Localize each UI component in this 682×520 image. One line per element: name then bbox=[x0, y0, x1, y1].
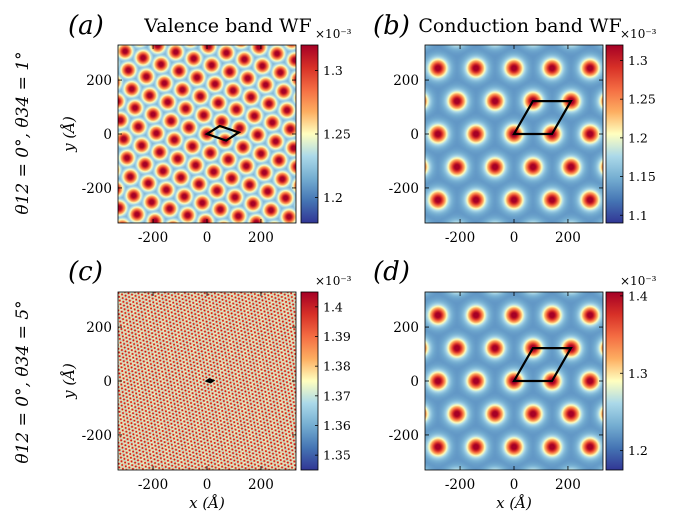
panel-c: (c) -200 0 200 200 0 -200 y (Å) x (Å) 1.35 1.36 1.3… bbox=[60, 257, 352, 512]
panel-letter: (b) bbox=[373, 11, 410, 41]
colorbar-tick-label: 1.37 bbox=[323, 388, 351, 403]
y-tick-label: 200 bbox=[86, 73, 112, 89]
x-tick-label: 200 bbox=[248, 230, 274, 246]
x-tick-label: -200 bbox=[138, 230, 168, 246]
colorbar bbox=[605, 291, 624, 471]
x-axis-label: x (Å) bbox=[189, 494, 225, 512]
x-tick-label: 200 bbox=[555, 230, 581, 246]
x-tick-label: -200 bbox=[445, 477, 475, 493]
colorbar-multiplier: ×10⁻³ bbox=[315, 27, 352, 41]
x-tick-label: 0 bbox=[203, 477, 212, 493]
x-tick-label: 200 bbox=[555, 477, 581, 493]
y-tick-label: -200 bbox=[82, 428, 112, 444]
panel-letter: (c) bbox=[68, 257, 103, 287]
y-axis-label: y (Å) bbox=[60, 116, 78, 153]
x-tick-label: 0 bbox=[510, 230, 519, 246]
colorbar-tick-label: 1.35 bbox=[323, 448, 351, 463]
y-tick-label: 200 bbox=[393, 320, 419, 336]
y-tick-label: 0 bbox=[103, 127, 112, 143]
colorbar-tick-label: 1.36 bbox=[323, 418, 351, 433]
x-axis-label: x (Å) bbox=[496, 494, 532, 512]
colorbar-multiplier: ×10⁻³ bbox=[620, 27, 657, 41]
panel-b: (b) -200 0 200 200 0 -200 1.1 1.15 1.2 1.25 1.3 ×10⁻… bbox=[373, 11, 657, 246]
y-tick-label: 200 bbox=[86, 320, 112, 336]
x-tick-label: 200 bbox=[248, 477, 274, 493]
column-title-conduction: Conduction band WF bbox=[418, 15, 621, 37]
colorbar-tick-label: 1.3 bbox=[628, 53, 648, 68]
colorbar-tick-label: 1.4 bbox=[323, 299, 343, 314]
y-tick-label: 0 bbox=[103, 374, 112, 390]
colorbar-tick-label: 1.2 bbox=[628, 443, 648, 458]
colorbar-tick-label: 1.3 bbox=[323, 63, 343, 78]
row-label-bottom: θ12 = 0°, θ34 = 5° bbox=[13, 300, 33, 463]
y-tick-label: 0 bbox=[410, 374, 419, 390]
colorbar-multiplier: ×10⁻³ bbox=[315, 274, 352, 288]
colorbar-tick-label: 1.25 bbox=[323, 127, 351, 142]
colorbar bbox=[605, 44, 624, 224]
panel-letter: (d) bbox=[373, 257, 410, 287]
y-axis-label: y (Å) bbox=[60, 363, 78, 400]
y-tick-label: 200 bbox=[393, 73, 419, 89]
column-title-valence: Valence band WF bbox=[143, 15, 311, 37]
colorbar-tick-label: 1.38 bbox=[323, 359, 351, 374]
x-tick-label: -200 bbox=[138, 477, 168, 493]
x-tick-label: -200 bbox=[445, 230, 475, 246]
panel-letter: (a) bbox=[68, 11, 104, 41]
y-tick-label: -200 bbox=[389, 428, 419, 444]
y-tick-label: 0 bbox=[410, 127, 419, 143]
colorbar-tick-label: 1.25 bbox=[628, 92, 656, 107]
colorbar-tick-label: 1.15 bbox=[628, 169, 656, 184]
y-tick-label: -200 bbox=[389, 181, 419, 197]
unit-cell-outline bbox=[204, 378, 216, 384]
colorbar-multiplier: ×10⁻³ bbox=[620, 274, 657, 288]
unit-cell-outline bbox=[512, 347, 573, 383]
unit-cell-outline bbox=[204, 124, 242, 142]
colorbar-tick-label: 1.1 bbox=[628, 208, 648, 223]
y-tick-label: -200 bbox=[82, 181, 112, 197]
colorbar-tick-label: 1.3 bbox=[628, 366, 648, 381]
unit-cell-outline bbox=[512, 99, 573, 136]
panel-a: (a) -200 0 200 200 0 -200 y (Å) 1.2 1.25 1.3 ×10⁻³ bbox=[60, 11, 352, 246]
x-tick-label: 0 bbox=[510, 477, 519, 493]
colorbar-tick-label: 1.2 bbox=[323, 190, 343, 205]
colorbar-tick-label: 1.2 bbox=[628, 130, 648, 145]
colorbar-tick-label: 1.39 bbox=[323, 329, 351, 344]
colorbar bbox=[300, 291, 319, 471]
colorbar-tick-label: 1.4 bbox=[628, 288, 648, 303]
panel-d: (d) -200 0 200 200 0 -200 x (Å) 1.2 1.3 1.4×10⁻³ bbox=[373, 257, 657, 512]
row-label-top: θ12 = 0°, θ34 = 1° bbox=[13, 51, 33, 214]
x-tick-label: 0 bbox=[203, 230, 212, 246]
